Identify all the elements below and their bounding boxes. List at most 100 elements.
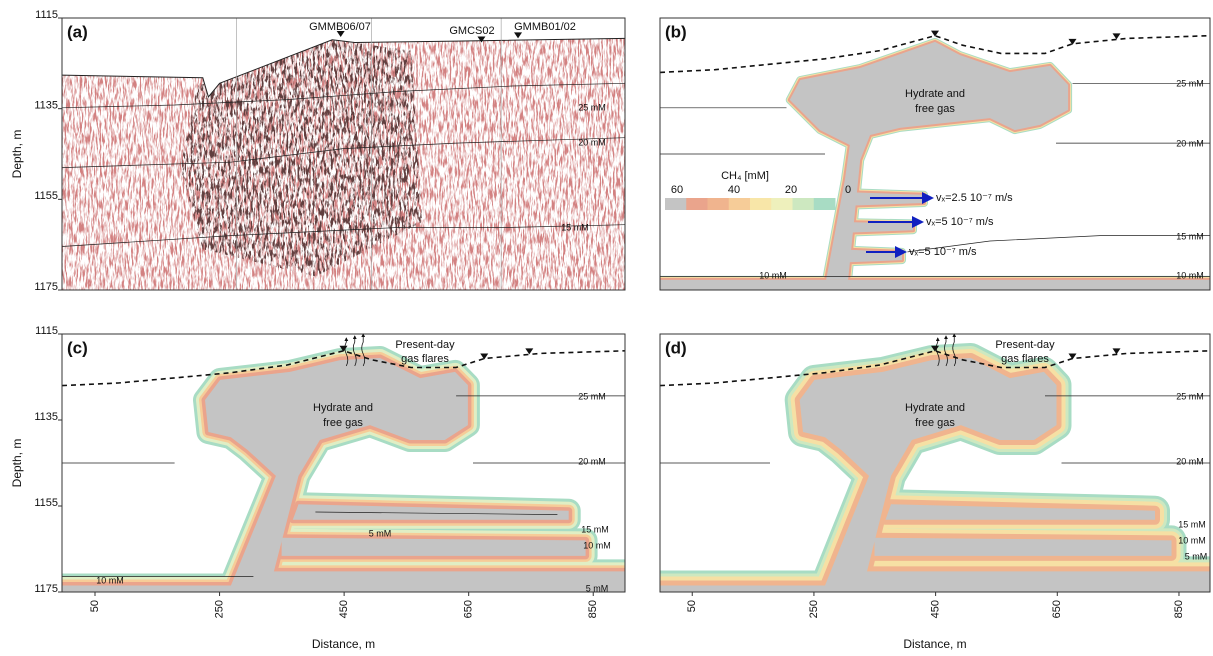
colorbar-tick-label: 60 (671, 184, 683, 196)
velocity-label: vₓ=5 10⁻⁷ m/s (909, 246, 977, 258)
gas-flare (344, 337, 349, 367)
hydrate-label: free gas (915, 417, 955, 429)
site-marker (931, 30, 939, 37)
site-marker (514, 32, 523, 39)
hydrate-body (789, 41, 1069, 280)
colorbar-cell (771, 198, 793, 210)
colorbar-tick-label: 40 (728, 184, 740, 196)
panel-label: (a) (67, 22, 88, 41)
contour-line (62, 224, 625, 247)
hydrate-body (660, 279, 1210, 290)
flares-label: Present-day (995, 339, 1055, 351)
hydrate-body (62, 585, 625, 592)
site-marker (1112, 33, 1121, 40)
x-tick-label: 450 (930, 600, 942, 618)
annotation: 10 mM (96, 575, 124, 585)
hydrate-body (281, 537, 586, 556)
site-marker (1112, 348, 1121, 355)
y-tick-label: 1135 (34, 411, 58, 423)
y-tick-label: 1175 (34, 583, 58, 595)
colorbar-cell (686, 198, 708, 210)
gas-flare (944, 335, 948, 367)
panel-label: (d) (665, 338, 687, 357)
colorbar-tick-label: 20 (785, 184, 797, 196)
annotation: 20 mM (578, 456, 606, 466)
y-tick-label: 1135 (34, 100, 58, 112)
annotation: 25 mM (578, 102, 606, 112)
colorbar-tick-label: 0 (845, 184, 851, 196)
x-axis-title: Distance, m (312, 637, 375, 651)
annotation: 25 mM (1176, 78, 1204, 88)
annotation: 15 mM (1176, 231, 1204, 241)
hydrate-body (885, 504, 1155, 520)
hydrate-label: Hydrate and (313, 402, 373, 414)
gas-flare (352, 335, 357, 367)
annotation: 20 mM (1176, 138, 1204, 148)
site-marker (1068, 353, 1077, 360)
hydrate-label: Hydrate and (905, 88, 965, 100)
hydrate-body (841, 222, 913, 233)
site-marker (525, 348, 534, 355)
contour-line (315, 511, 558, 515)
panel-frame (659, 17, 1211, 291)
contour-line (62, 137, 625, 168)
x-tick-label: 850 (587, 600, 599, 618)
flares-label: gas flares (401, 353, 449, 365)
x-tick-label: 250 (808, 600, 820, 618)
site-marker (339, 345, 348, 352)
annotation: 10 mM (583, 540, 611, 550)
annotation: 5 mM (369, 528, 392, 538)
gas-flare (952, 333, 957, 367)
panel: Hydrate and free gas Present-day gas flares… (659, 333, 1211, 651)
hydrate-body (660, 585, 1210, 592)
flares-label: Present-day (395, 339, 455, 351)
colorbar-cell (728, 198, 751, 210)
y-tick-label: 1155 (34, 497, 58, 509)
annotation: 15 mM (581, 524, 609, 534)
annotation: 25 mM (578, 391, 606, 401)
annotation: 10 mM (1178, 535, 1206, 545)
panel-frame (659, 333, 1211, 593)
y-tick-label: 1115 (35, 9, 58, 21)
seafloor (660, 349, 1210, 387)
velocity-label: vₓ=5 10⁻⁷ m/s (926, 216, 994, 228)
hydrate-body (799, 358, 1057, 586)
hydrate-body (858, 571, 1210, 586)
colorbar-cell (813, 198, 836, 210)
y-tick-label: 1115 (35, 325, 58, 337)
y-tick-label: 1155 (34, 190, 58, 202)
annotation: GMMB01/02 (514, 21, 576, 33)
annotation: 10 mM (1176, 270, 1204, 280)
annotation: 5 mM (586, 583, 609, 593)
y-axis-title: Depth, m (10, 439, 24, 488)
hydrate-label: free gas (915, 103, 955, 115)
x-tick-label: 450 (338, 600, 350, 618)
x-axis-title: Distance, m (903, 637, 966, 651)
seafloor (660, 34, 1210, 74)
hydrate-label: Hydrate and (905, 402, 965, 414)
y-tick-label: 1175 (34, 281, 58, 293)
hydrate-body (264, 571, 625, 586)
contour-line (907, 235, 1210, 253)
colorbar-cell (665, 198, 687, 210)
hydrate-body (292, 504, 569, 520)
colorbar-cell (750, 198, 772, 210)
panel-body (660, 334, 1210, 592)
velocity-label: vₓ=2.5 10⁻⁷ m/s (936, 192, 1013, 204)
annotation: GMMB06/07 (309, 21, 371, 33)
panel-body (62, 334, 625, 592)
site-marker (480, 353, 489, 360)
colorbar-cell (707, 198, 730, 210)
site-marker (477, 36, 486, 43)
annotation: 10 mM (759, 270, 787, 280)
annotation: 20 mM (578, 137, 606, 147)
gas-flare (935, 337, 940, 367)
colorbar-cell (792, 198, 815, 210)
colorbar-title: CH₄ [mM] (721, 170, 769, 182)
site-marker (1068, 38, 1077, 45)
annotation: 15 mM (561, 222, 589, 232)
x-tick-label: 850 (1173, 600, 1185, 618)
site-marker (931, 345, 939, 352)
hydrate-body (874, 537, 1172, 556)
